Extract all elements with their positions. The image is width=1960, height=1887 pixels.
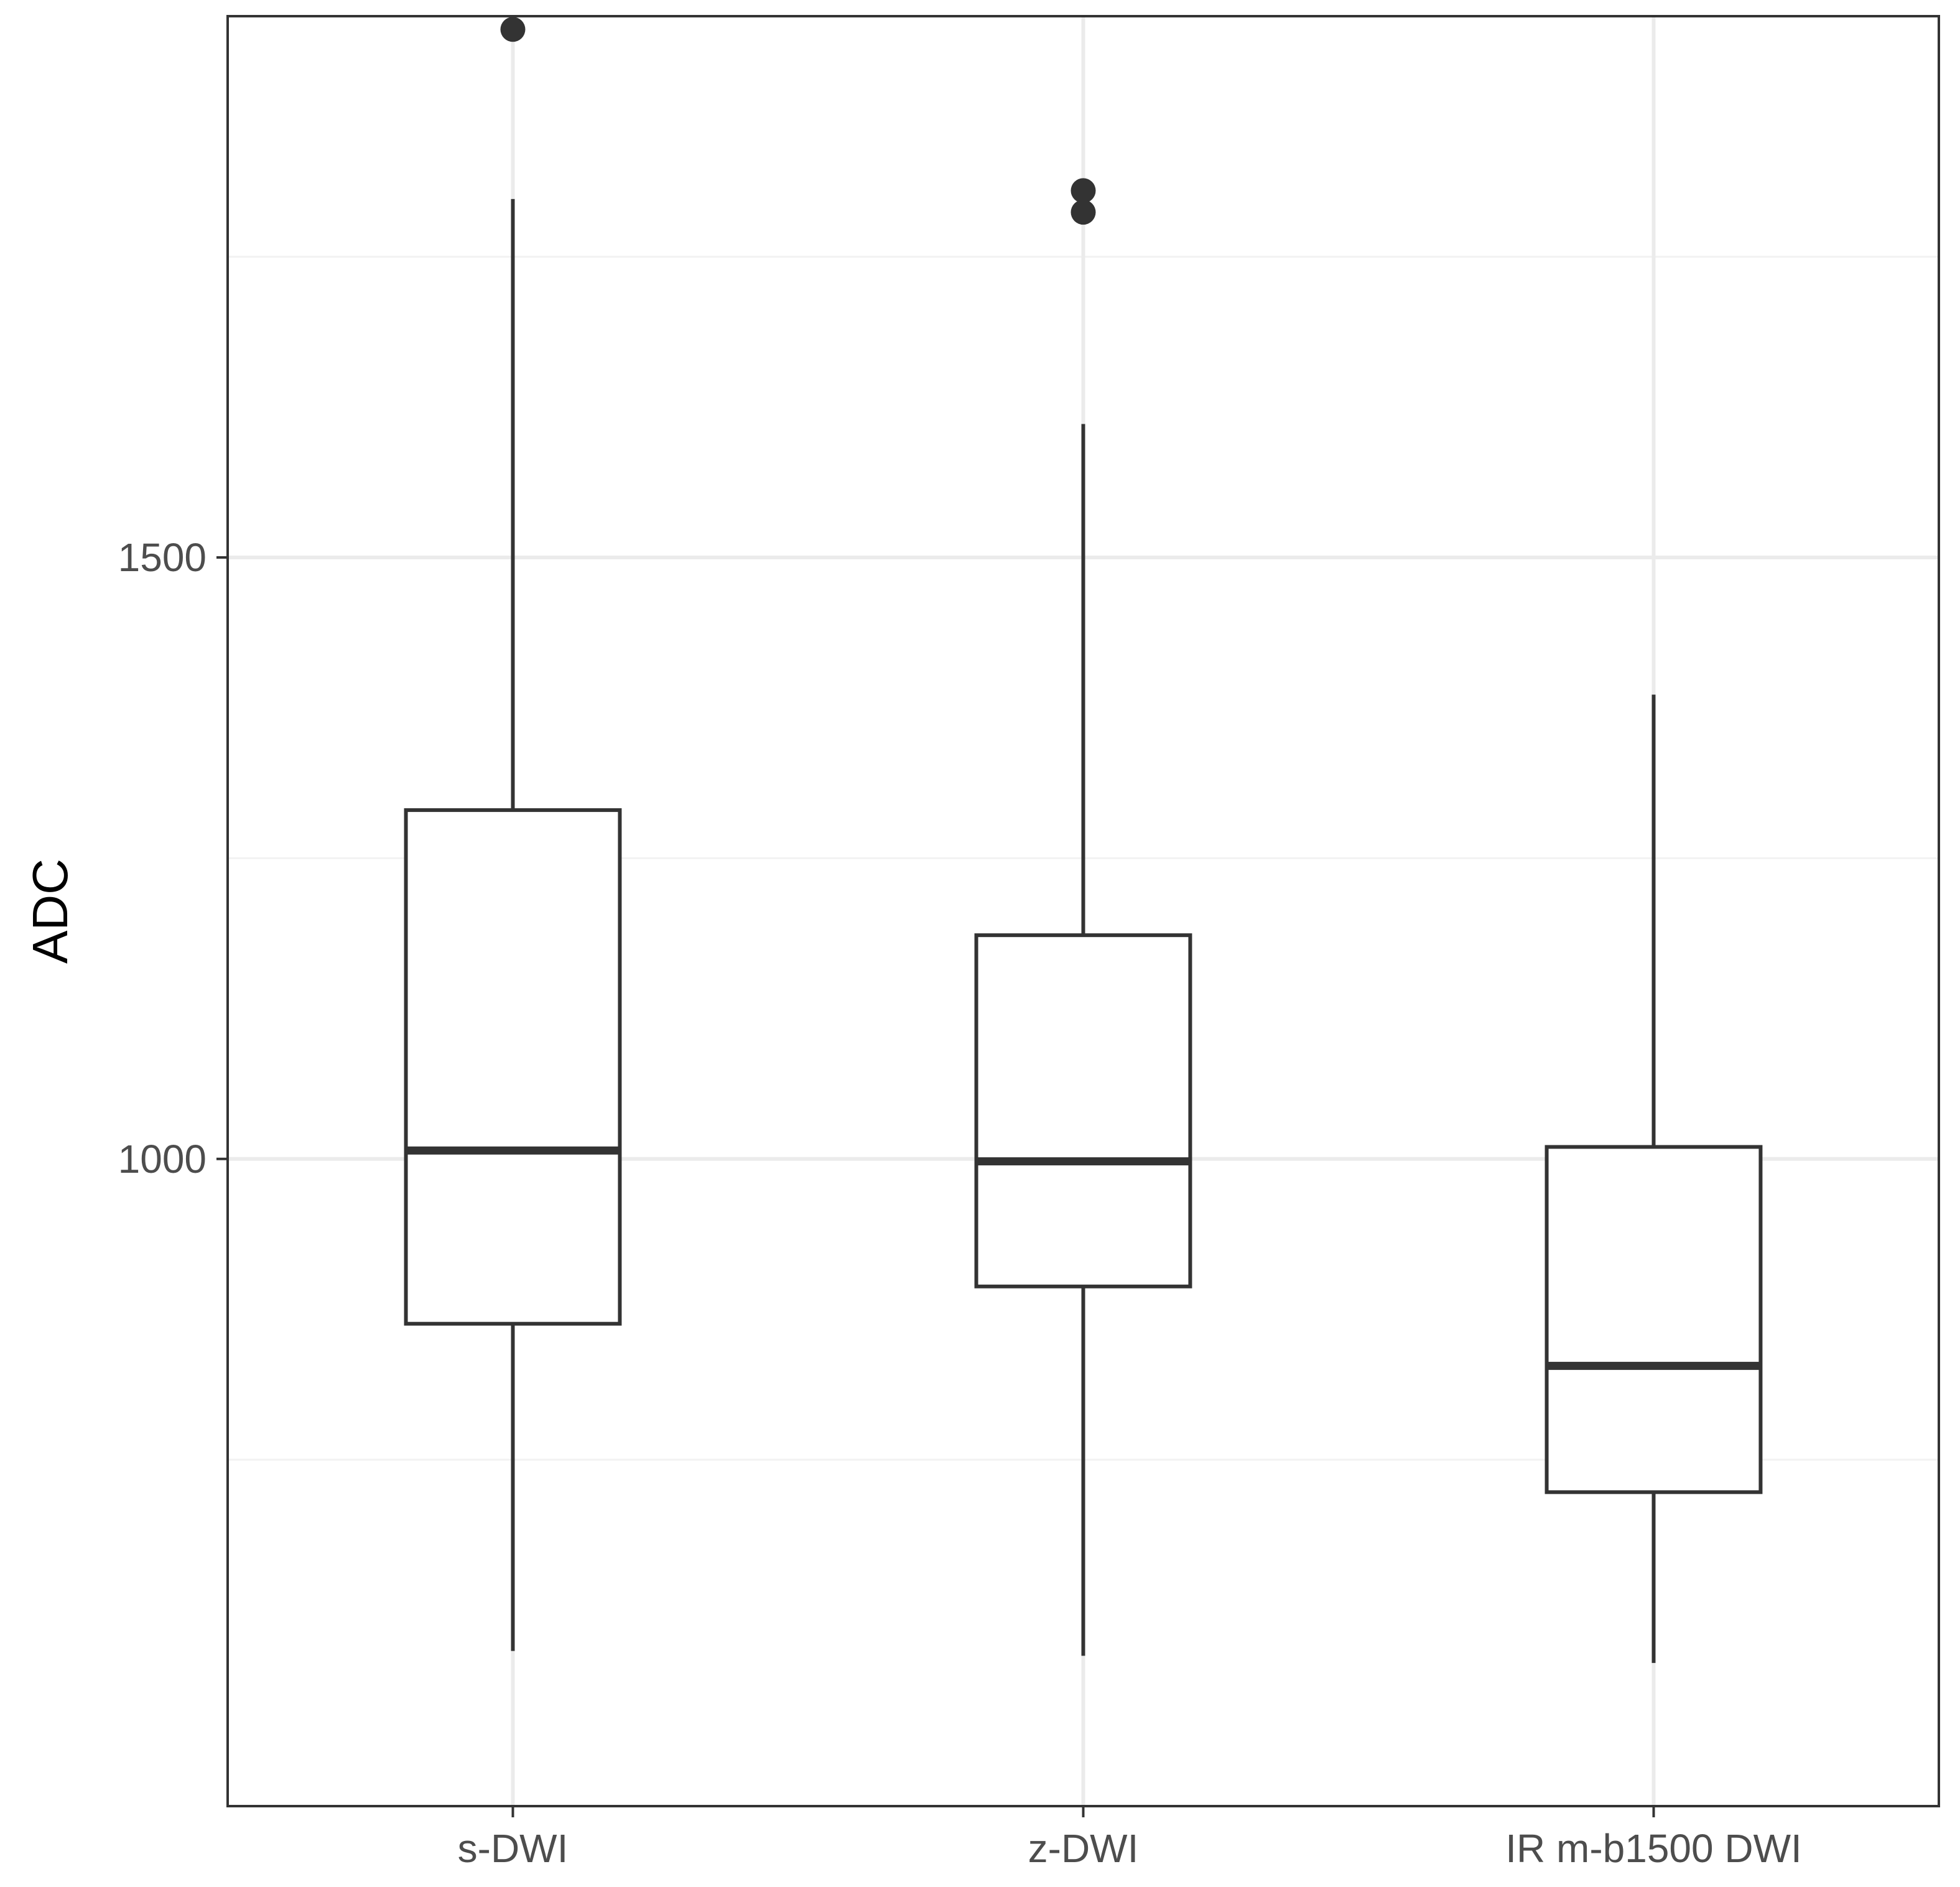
box-group-1 (974, 178, 1192, 1656)
outlier-point-1 (1071, 200, 1096, 225)
outlier-point-0 (500, 17, 526, 42)
y-tick-label-1000: 1000 (118, 1137, 207, 1181)
box-layer (404, 17, 1763, 1663)
x-tick-label-2: IR m-b1500 DWI (1505, 1826, 1802, 1871)
y-axis-title: ADC (22, 859, 78, 964)
box-iqr (404, 808, 622, 1326)
x-tick-label-0: s-DWI (458, 1826, 569, 1871)
box-iqr (974, 933, 1192, 1288)
box-group-2 (1544, 694, 1763, 1663)
box-iqr (1544, 1145, 1763, 1494)
y-tick-label-1500: 1500 (118, 535, 207, 580)
x-tick-label-1: z-DWI (1028, 1826, 1139, 1871)
box-group-0 (404, 17, 622, 1651)
outlier-point-0 (1071, 178, 1096, 203)
